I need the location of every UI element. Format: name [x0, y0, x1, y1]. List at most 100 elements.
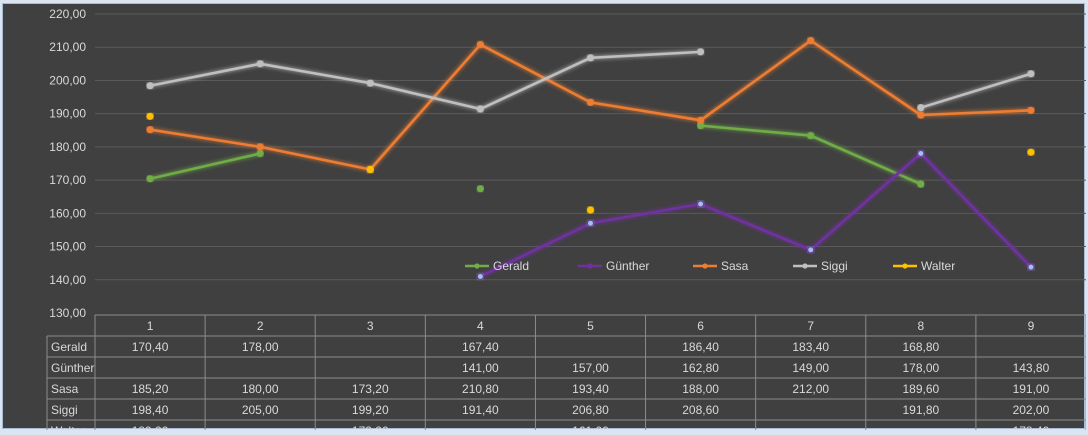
- table-header-cell: 8: [917, 319, 924, 333]
- y-tick-label: 150,00: [49, 240, 86, 254]
- legend-marker: [587, 263, 593, 269]
- y-tick-label: 140,00: [49, 273, 86, 287]
- data-point: [807, 37, 815, 45]
- y-tick-label: 200,00: [49, 73, 86, 87]
- data-point: [587, 206, 594, 214]
- data-point: [476, 105, 484, 113]
- legend-label: Walter: [921, 259, 955, 273]
- legend-marker: [702, 263, 708, 269]
- table-cell: 173,20: [352, 382, 389, 396]
- data-point: [146, 82, 154, 90]
- legend-label: Günther: [606, 259, 649, 273]
- table-cell: 191,40: [462, 403, 499, 417]
- y-tick-label: 210,00: [49, 40, 86, 54]
- data-point: [1027, 106, 1035, 114]
- data-table: 1 2 3 4 5 6 7 8 9 Gerald 170,40 178,00 167,40 186,40 1…: [46, 314, 1087, 435]
- table-header-cell: 2: [257, 319, 264, 333]
- table-cell: 208,60: [682, 403, 719, 417]
- table-cell: 193,40: [572, 382, 609, 396]
- data-point: [256, 143, 264, 151]
- data-point: [807, 246, 815, 254]
- data-point: [256, 60, 264, 68]
- table-cell: 178,00: [242, 340, 279, 354]
- table-cell: 161,00: [572, 424, 609, 430]
- table-cell: 143,80: [1013, 361, 1050, 375]
- legend-marker: [902, 263, 908, 269]
- gridlines: [95, 13, 1086, 281]
- series-line: [149, 152, 261, 181]
- series-siggi: [146, 48, 1035, 113]
- legend-marker: [474, 263, 480, 269]
- data-point: [256, 150, 264, 158]
- table-cell: 162,80: [682, 361, 719, 375]
- data-point: [917, 180, 925, 188]
- legend-label: Siggi: [821, 259, 848, 273]
- data-point: [366, 165, 374, 173]
- data-point: [697, 116, 705, 124]
- series-line: [149, 50, 701, 111]
- data-point: [476, 41, 484, 49]
- table-header-cell: 1: [147, 319, 154, 333]
- data-point: [917, 150, 925, 158]
- table-cell: 206,80: [572, 403, 609, 417]
- table-cell: 210,80: [462, 382, 499, 396]
- data-point: [476, 185, 484, 193]
- table-cell: 205,00: [242, 403, 279, 417]
- data-point: [1027, 148, 1035, 156]
- table-cell: 199,20: [352, 403, 389, 417]
- chart-frame: 130,00 140,00 150,00 160,00 170,00 180,00 190,…: [2, 3, 1087, 435]
- data-point: [807, 132, 815, 140]
- table-cell: 170,40: [132, 340, 169, 354]
- table-cell: 212,00: [792, 382, 829, 396]
- table-cell: 189,60: [902, 382, 939, 396]
- table-row-label: Walter: [51, 424, 85, 430]
- legend-label: Gerald: [493, 259, 529, 273]
- data-point: [146, 126, 154, 134]
- data-point: [697, 48, 705, 56]
- y-tick-label: 180,00: [49, 140, 86, 154]
- data-point: [1027, 263, 1035, 271]
- table-header-cell: 3: [367, 319, 374, 333]
- data-point: [1027, 70, 1035, 78]
- data-point: [587, 98, 594, 106]
- table-header-cell: 7: [807, 319, 814, 333]
- data-point: [146, 175, 154, 183]
- table-cell: 186,40: [682, 340, 719, 354]
- data-point: [146, 112, 154, 120]
- data-point: [366, 79, 374, 87]
- series-gerald: [146, 122, 925, 193]
- table-header-cell: 4: [477, 319, 484, 333]
- table-cell: 191,00: [1013, 382, 1050, 396]
- table-cell: 180,00: [242, 382, 279, 396]
- table-cell: 178,00: [902, 361, 939, 375]
- y-tick-label: 160,00: [49, 206, 86, 220]
- table-row-label: Sasa: [51, 382, 79, 396]
- series-lines: [146, 37, 1035, 280]
- series-günther: [476, 150, 1035, 280]
- table-cell: 198,40: [132, 403, 169, 417]
- table-row-label: Gerald: [51, 340, 87, 354]
- legend: Gerald Günther Sasa Siggi Walter: [465, 259, 955, 273]
- data-point: [697, 200, 705, 208]
- series-line: [479, 152, 1032, 278]
- data-point: [476, 272, 484, 280]
- table-header-cell: 9: [1028, 319, 1035, 333]
- table-row-label: Günther: [51, 361, 94, 375]
- table-cell: 183,40: [792, 340, 829, 354]
- table-cell: 173,20: [352, 424, 389, 430]
- table-cell: 168,80: [902, 340, 939, 354]
- y-tick-label: 130,00: [49, 306, 86, 320]
- data-point: [587, 219, 594, 227]
- table-cell: 189,20: [132, 424, 169, 430]
- y-axis: 130,00 140,00 150,00 160,00 170,00 180,00 190,…: [49, 7, 86, 320]
- table-cell: 167,40: [462, 340, 499, 354]
- series-walter: [146, 112, 1035, 214]
- data-point: [917, 104, 925, 112]
- table-cell: 149,00: [792, 361, 829, 375]
- data-point: [587, 54, 594, 62]
- y-tick-label: 170,00: [49, 173, 86, 187]
- table-cell: 188,00: [682, 382, 719, 396]
- table-cell: 178,40: [1013, 424, 1050, 430]
- data-point: [917, 111, 925, 119]
- table-cell: 191,80: [902, 403, 939, 417]
